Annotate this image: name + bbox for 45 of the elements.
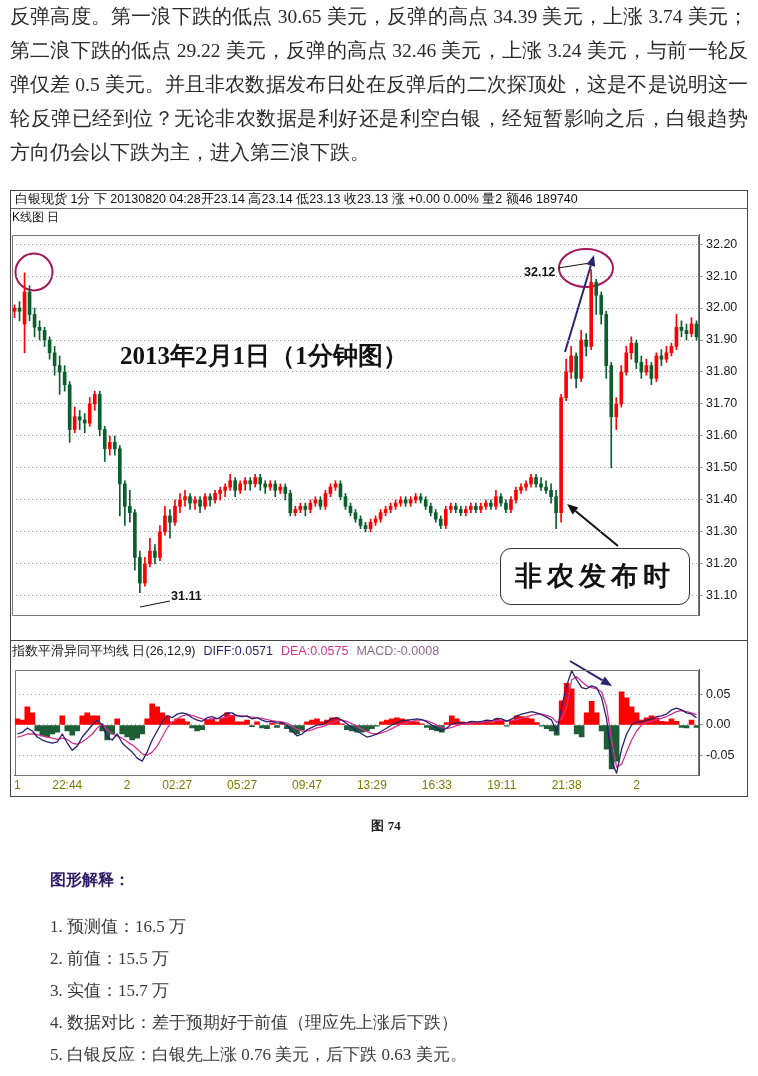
x-tick-label: 2 — [123, 777, 131, 792]
y-tick-label: 31.20 — [706, 556, 738, 571]
caption: 图 74 — [371, 818, 401, 833]
y-tick-label: 0.00 — [706, 717, 731, 732]
annotation: 2013年2月1日（1分钟图） — [120, 342, 408, 369]
y-tick-label: 0.05 — [706, 687, 731, 702]
callout-bubble: 非农发布时 — [500, 548, 690, 605]
x-tick-label: 05:27 — [227, 777, 258, 792]
annotation: 非农发布时 — [515, 561, 675, 591]
text: DEA:0.0575 — [281, 644, 349, 658]
chart-title: 指数平滑异同平均线 日(26,12,9) — [12, 644, 196, 658]
x-tick-label: 19:11 — [487, 777, 517, 792]
x-tick-label: 21:38 — [551, 777, 582, 792]
x-tick-label: 2 — [633, 777, 641, 792]
text: 反弹高度。第一浪下跌的低点 30.65 美元，反弹的高点 34.39 美元，上涨 3.74 美元；第二浪下跌的低点 29.22 美元，反弹的高点 32.46 美元，上涨 3.24 美元，与前一轮反弹仅差 0.5 美元。并且非农数据发布日处在反弹后的二次探顶处，这是不是说明这一轮反弹已经到位？无论非农数据是利好还是利空白银，经短暂影响之后，白银趋势方向仍会以下跌为主，进入第三浪下跌。 — [10, 6, 748, 163]
y-tick-label: 31.70 — [706, 396, 738, 411]
annotation: 32.12 — [524, 265, 556, 279]
x-tick-label: 22:44 — [52, 777, 83, 792]
chart-title: 白银现货 1分 下 20130820 04:28开23.14 高23.14 低23.13 收23.13 涨 +0.00 0.00% 量2 额46 189740 — [15, 192, 578, 206]
y-tick-label: 32.20 — [706, 236, 738, 251]
y-tick-label: 32.00 — [706, 300, 738, 315]
y-tick-label: 31.30 — [706, 524, 738, 539]
annotation: 31.11 — [171, 589, 202, 603]
text: 1. 预测值：16.5 万 — [50, 917, 186, 936]
x-tick-label: 02:27 — [162, 777, 193, 792]
y-tick-label: 31.80 — [706, 364, 738, 379]
y-tick-label: 31.40 — [706, 492, 738, 507]
text: MACD:-0.0008 — [356, 644, 440, 658]
x-tick-label: 16:33 — [421, 777, 453, 792]
text: 图形解释： — [50, 871, 130, 888]
text: 3. 实值：15.7 万 — [50, 981, 169, 1000]
text: 2. 前值：15.5 万 — [50, 949, 169, 968]
y-tick-label: 31.10 — [706, 588, 738, 603]
y-tick-label: 31.60 — [706, 428, 738, 443]
x-tick-label: 09:47 — [291, 777, 323, 792]
x-tick-label: 13:29 — [356, 777, 388, 792]
text: 5. 白银反应：白银先上涨 0.76 美元，后下跌 0.63 美元。 — [50, 1045, 467, 1064]
y-tick-label: 32.10 — [706, 268, 738, 283]
text: DIFF:0.0571 — [203, 644, 273, 658]
y-tick-label: -0.05 — [706, 747, 735, 762]
chart-subtitle: K线图 日 — [12, 210, 60, 224]
text: 4. 数据对比：差于预期好于前值（理应先上涨后下跌） — [50, 1013, 458, 1032]
y-tick-label: 31.90 — [706, 332, 738, 347]
y-tick-label: 31.50 — [706, 460, 738, 475]
x-tick-label: 1 — [14, 777, 21, 792]
